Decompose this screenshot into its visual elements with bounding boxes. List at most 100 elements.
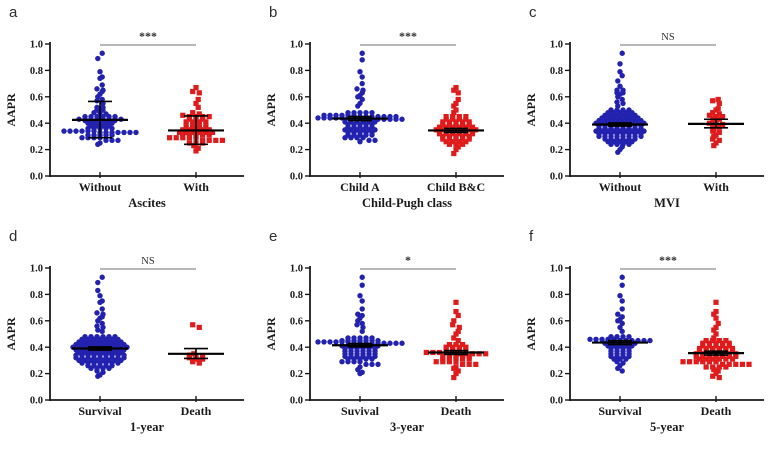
scatter-point	[451, 335, 457, 341]
scatter-point	[615, 78, 621, 84]
scatter-point	[393, 113, 399, 120]
scatter-point	[190, 110, 196, 116]
scatter-point	[713, 299, 719, 305]
scatter-point	[619, 274, 625, 280]
scatter-point	[693, 353, 699, 360]
scatter-point	[723, 364, 729, 370]
scatter-point	[456, 124, 462, 130]
y-tick-label: 1.0	[290, 264, 303, 275]
scatter-point	[713, 308, 719, 315]
group-survival	[70, 274, 130, 379]
scatter-point	[359, 50, 365, 56]
scatter-point	[620, 333, 626, 340]
scatter-point	[190, 322, 196, 328]
scatter-point	[339, 359, 345, 365]
scatter-point	[333, 112, 339, 118]
panel-f: f *** 0.0 0.2 0.4 0.6 0.8 1.0 AAPR Survival Death 5…	[520, 224, 780, 448]
scatter-point	[183, 124, 189, 130]
scatter-point	[710, 373, 716, 379]
y-tick-label: 0.6	[30, 316, 43, 327]
scatter-point	[706, 343, 712, 349]
x-axis-title: MVI	[654, 196, 680, 210]
scatter-point	[450, 114, 456, 120]
y-tick-label: 0.8	[550, 290, 563, 301]
scatter-point	[723, 345, 729, 352]
scatter-point	[357, 138, 363, 145]
scatter-point	[359, 312, 365, 319]
scatter-point	[345, 335, 351, 341]
y-tick-label: 0.0	[550, 396, 563, 407]
scatter-point	[100, 333, 106, 340]
scatter-point	[372, 137, 378, 144]
scatter-point	[460, 361, 466, 367]
scatter-point	[466, 119, 472, 125]
significance-label: *	[405, 253, 411, 267]
significance-label: ***	[659, 253, 677, 267]
scatter-point	[97, 69, 103, 75]
scatter-point	[710, 364, 716, 370]
scatter-point	[203, 129, 209, 136]
group-without	[61, 50, 139, 148]
scatter-point	[399, 340, 405, 346]
scatter-point	[453, 299, 459, 305]
category-label: Death	[181, 404, 212, 418]
scatter-point	[460, 121, 466, 128]
scatter-point	[195, 145, 201, 151]
scatter-point	[473, 361, 479, 367]
group-suvival	[315, 274, 405, 377]
scatter-point	[79, 135, 85, 141]
scatter-point	[180, 135, 186, 141]
scatter-point	[713, 359, 719, 365]
scatter-point	[456, 139, 462, 145]
scatter-point	[455, 96, 461, 103]
scatter-point	[720, 114, 726, 120]
scatter-point	[95, 55, 101, 62]
scatter-point	[460, 136, 466, 142]
y-tick-label: 0.8	[550, 66, 563, 77]
scatter-point	[399, 116, 405, 122]
panel-e: e * 0.0 0.2 0.4 0.6 0.8 1.0 AAPR Suvival Death 3-ye…	[260, 224, 520, 448]
scatter-point	[711, 367, 717, 373]
y-axis-title: AAPR	[4, 317, 18, 351]
scatter-point	[106, 333, 112, 340]
group-child-a	[315, 50, 405, 145]
scatter-point	[193, 100, 199, 106]
group-with	[167, 84, 225, 154]
scatter-point	[453, 371, 459, 377]
scatter-point	[716, 137, 722, 143]
scatter-point	[359, 57, 365, 63]
scatter-point	[456, 344, 462, 350]
scatter-point	[196, 111, 202, 117]
scatter-point	[619, 314, 625, 320]
scatter-point	[359, 320, 365, 327]
scatter-point	[67, 128, 73, 134]
scatter-point	[456, 114, 462, 120]
scatter-point	[453, 121, 459, 128]
scatter-point	[453, 353, 459, 360]
scatter-point	[614, 87, 620, 93]
category-label: Death	[441, 404, 472, 418]
scatter-point	[619, 328, 625, 335]
scatter-point	[443, 114, 449, 120]
group-death	[423, 299, 489, 381]
y-tick-label: 0.8	[30, 66, 43, 77]
scatter-point	[716, 374, 722, 381]
scatter-point	[443, 124, 449, 130]
scatter-point	[359, 298, 365, 304]
scatter-point	[696, 356, 703, 362]
scatter-point	[696, 348, 703, 354]
scatter-point	[626, 107, 632, 113]
scatter-point	[703, 345, 709, 352]
scatter-point	[127, 129, 133, 136]
scatter-point	[115, 129, 121, 136]
scatter-point	[342, 119, 348, 125]
scatter-point	[203, 121, 209, 128]
scatter-point	[91, 132, 97, 138]
scatter-point	[463, 131, 469, 137]
y-tick-label: 0.6	[290, 92, 303, 103]
scatter-point	[200, 140, 206, 146]
scatter-point	[706, 340, 712, 346]
scatter-point	[190, 357, 196, 363]
category-label: With	[703, 180, 729, 194]
